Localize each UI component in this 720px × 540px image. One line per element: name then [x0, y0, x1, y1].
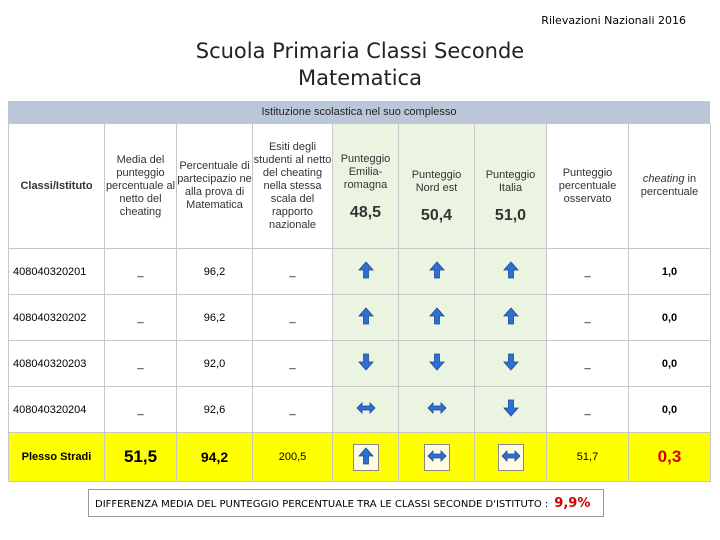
cheating-value: 0,0 — [628, 294, 711, 341]
osservato-value: _ — [546, 340, 629, 387]
arrow-down-icon — [501, 352, 521, 372]
esiti-value: _ — [252, 294, 333, 341]
header-italia-label: Punteggio Italia — [485, 168, 536, 194]
class-code: 408040320204 — [8, 386, 105, 433]
media-value: _ — [104, 294, 177, 341]
footer-summary: DIFFERENZA MEDIA DEL PUNTEGGIO PERCENTUA… — [88, 489, 604, 517]
comparison-nord — [398, 248, 475, 295]
arrow-up-icon — [356, 260, 376, 280]
arrow-down-icon — [427, 352, 447, 372]
header-media: Media del punteggio percentuale al netto… — [104, 123, 177, 249]
class-code: 408040320201 — [8, 248, 105, 295]
arrow-up-icon — [356, 306, 376, 326]
footer-value: 9,9% — [554, 496, 591, 511]
media-value: _ — [104, 386, 177, 433]
comparison-italia — [474, 340, 547, 387]
arrow-box — [497, 443, 524, 471]
esiti-value: _ — [252, 340, 333, 387]
title-line-2: Matematica — [298, 66, 422, 90]
results-table: Classi/Istituto Media del punteggio perc… — [8, 123, 711, 482]
arrow-left-right-icon — [500, 446, 521, 466]
plesso-comparison-emilia — [332, 432, 399, 482]
arrow-down-icon — [356, 352, 376, 372]
plesso-comparison-italia — [474, 432, 547, 482]
plesso-osservato: 51,7 — [546, 432, 629, 482]
benchmark-nord: 50,4 — [420, 206, 453, 224]
section-band: Istituzione scolastica nel suo complesso — [8, 101, 710, 123]
osservato-value: _ — [546, 248, 629, 295]
percentuale-value: 96,2 — [176, 248, 253, 295]
benchmark-emilia: 48,5 — [349, 204, 382, 221]
header-emilia-label: Punteggio Emilia-romagna — [340, 153, 391, 191]
cheating-value: 0,0 — [628, 386, 711, 433]
arrow-up-icon — [356, 446, 376, 466]
comparison-nord — [398, 340, 475, 387]
page-title: Scuola Primaria Classi Seconde Matematic… — [0, 38, 720, 92]
comparison-emilia — [332, 294, 399, 341]
plesso-esiti: 200,5 — [252, 432, 333, 482]
header-italia: Punteggio Italia 51,0 — [474, 123, 547, 249]
plesso-row: Plesso Stradi 51,5 94,2 200,5 51,7 0,3 — [8, 432, 711, 482]
esiti-value: _ — [252, 386, 333, 433]
comparison-nord — [398, 386, 475, 433]
cheating-value: 1,0 — [628, 248, 711, 295]
plesso-cheating: 0,3 — [628, 432, 711, 482]
osservato-value: _ — [546, 386, 629, 433]
header-cheating: cheating in percentuale — [628, 123, 711, 249]
table-row: 408040320202 _ 96,2 _ _ 0,0 — [8, 294, 711, 341]
comparison-emilia — [332, 248, 399, 295]
arrow-left-right-icon — [426, 446, 447, 466]
comparison-emilia — [332, 340, 399, 387]
arrow-down-icon — [501, 398, 521, 418]
percentuale-value: 92,0 — [176, 340, 253, 387]
arrow-box — [352, 443, 379, 471]
comparison-italia — [474, 248, 547, 295]
arrow-up-icon — [427, 306, 447, 326]
arrow-up-icon — [427, 260, 447, 280]
plesso-label: Plesso Stradi — [8, 432, 105, 482]
arrow-up-icon — [501, 260, 521, 280]
osservato-value: _ — [546, 294, 629, 341]
benchmark-italia: 51,0 — [494, 206, 527, 224]
percentuale-value: 92,6 — [176, 386, 253, 433]
arrow-up-icon — [501, 306, 521, 326]
plesso-media: 51,5 — [104, 432, 177, 482]
comparison-nord — [398, 294, 475, 341]
arrow-left-right-icon — [355, 398, 376, 418]
table-row: 408040320204 _ 92,6 _ _ 0,0 — [8, 386, 711, 433]
comparison-italia — [474, 386, 547, 433]
table-row: 408040320203 _ 92,0 _ _ 0,0 — [8, 340, 711, 387]
class-code: 408040320202 — [8, 294, 105, 341]
cheating-value: 0,0 — [628, 340, 711, 387]
header-osservato: Punteggio percentuale osservato — [546, 123, 629, 249]
media-value: _ — [104, 248, 177, 295]
header-emilia: Punteggio Emilia-romagna 48,5 — [332, 123, 399, 249]
header-classi: Classi/Istituto — [8, 123, 105, 249]
header-nord-label: Punteggio Nord est — [411, 168, 462, 194]
esiti-value: _ — [252, 248, 333, 295]
band-label: Istituzione scolastica nel suo complesso — [261, 106, 457, 118]
arrow-box — [423, 443, 450, 471]
header-nord: Punteggio Nord est 50,4 — [398, 123, 475, 249]
header-row: Classi/Istituto Media del punteggio perc… — [8, 123, 711, 249]
percentuale-value: 96,2 — [176, 294, 253, 341]
title-line-1: Scuola Primaria Classi Seconde — [195, 39, 525, 63]
table-row: 408040320201 _ 96,2 _ _ 1,0 — [8, 248, 711, 295]
header-esiti: Esiti degli studenti al netto del cheati… — [252, 123, 333, 249]
header-percentuale: Percentuale di partecipazio ne alla prov… — [176, 123, 253, 249]
comparison-italia — [474, 294, 547, 341]
media-value: _ — [104, 340, 177, 387]
footer-text: DIFFERENZA MEDIA DEL PUNTEGGIO PERCENTUA… — [95, 499, 549, 510]
plesso-comparison-nord — [398, 432, 475, 482]
plesso-percentuale: 94,2 — [176, 432, 253, 482]
arrow-left-right-icon — [426, 398, 447, 418]
comparison-emilia — [332, 386, 399, 433]
survey-label: Rilevazioni Nazionali 2016 — [541, 14, 686, 27]
class-code: 408040320203 — [8, 340, 105, 387]
